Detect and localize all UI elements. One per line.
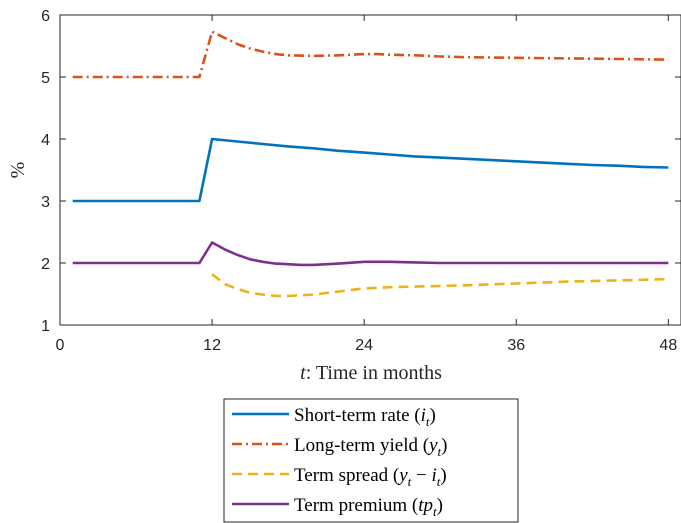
series-line-1 (72, 137, 669, 203)
legend: Short-term rate (it) Long-term yield (yt… (223, 398, 519, 523)
legend-swatches (232, 412, 289, 506)
y-axis-label: % (7, 162, 29, 179)
legend-entry-short-rate: Short-term rate (it) (294, 405, 436, 429)
y-tick-label: 6 (41, 8, 50, 25)
series-line-2 (72, 30, 669, 79)
series-line-4 (72, 241, 669, 267)
series-layer (72, 30, 669, 298)
legend-entry-long-yield: Long-term yield (yt) (294, 435, 447, 459)
plot-area (60, 15, 681, 325)
x-axis-label-symbol: t (300, 362, 306, 384)
y-tick-label: 4 (41, 132, 50, 149)
x-tick-label: 0 (56, 337, 65, 354)
legend-box (223, 398, 519, 523)
y-tick-label: 5 (41, 70, 50, 87)
plot-background (60, 15, 681, 325)
x-axis-label: t: Time in months (300, 362, 442, 384)
x-axis-label-text: : Time in months (306, 362, 442, 384)
y-tick-label: 3 (41, 194, 50, 211)
x-tick-label: 36 (507, 337, 525, 354)
axes-box (59, 14, 681, 326)
y-tick-label: 2 (41, 256, 50, 273)
legend-entry-term-spread: Term spread (yt − it) (294, 465, 447, 489)
x-tick-label: 24 (355, 337, 373, 354)
series-line-3 (211, 273, 669, 298)
x-tick-label: 48 (659, 337, 677, 354)
x-tick-label: 12 (203, 337, 221, 354)
legend-entry-term-premium: Term premium (tpt) (294, 495, 443, 519)
y-tick-label: 1 (41, 318, 50, 335)
